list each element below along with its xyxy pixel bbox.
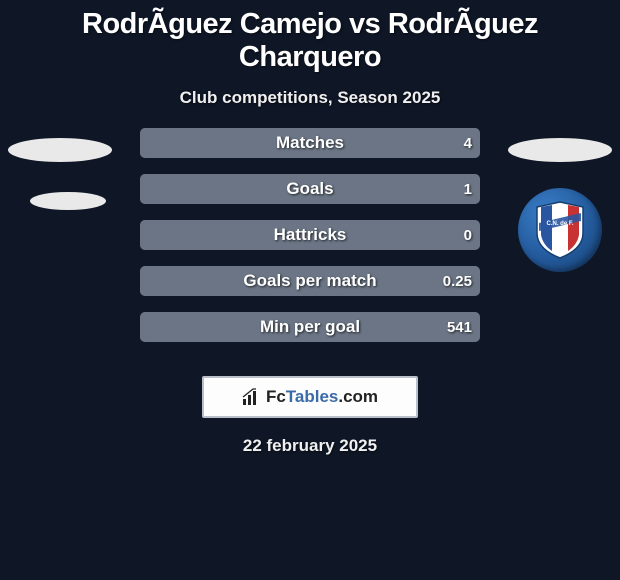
player-left-photo-placeholder-1 (8, 138, 112, 162)
page-title: RodrÃ­guez Camejo vs RodrÃ­guez Charquer… (0, 8, 620, 88)
stat-label: Matches (140, 128, 480, 158)
logo-part-fc: Fc (266, 387, 286, 406)
player-left-photo-placeholder-2 (30, 192, 106, 210)
logo-part-tables: Tables (286, 387, 339, 406)
club-badge-shield: C.N. de F. (535, 201, 585, 259)
chart-icon (242, 388, 262, 406)
stat-bar: Hattricks0 (140, 220, 480, 250)
stat-bar: Min per goal541 (140, 312, 480, 342)
player-right-photo-placeholder (508, 138, 612, 162)
stat-value-right: 1 (464, 174, 472, 204)
fctables-logo[interactable]: FcTables.com (202, 376, 418, 418)
stat-label: Hattricks (140, 220, 480, 250)
stat-bar: Matches4 (140, 128, 480, 158)
date-text: 22 february 2025 (0, 436, 620, 456)
stat-label: Min per goal (140, 312, 480, 342)
stats-area: C.N. de F. Matches4 Goals1 Hattricks0 Goals… (0, 128, 620, 370)
subtitle: Club competitions, Season 2025 (0, 88, 620, 128)
club-badge-right: C.N. de F. (518, 188, 602, 272)
stat-label: Goals per match (140, 266, 480, 296)
stat-value-right: 541 (447, 312, 472, 342)
club-badge-ring: C.N. de F. (518, 188, 602, 272)
stat-bar: Goals1 (140, 174, 480, 204)
stat-bar: Goals per match0.25 (140, 266, 480, 296)
stat-label: Goals (140, 174, 480, 204)
stat-bars: Matches4Goals1Hattricks0Goals per match0… (140, 128, 480, 342)
comparison-card: RodrÃ­guez Camejo vs RodrÃ­guez Charquer… (0, 0, 620, 456)
svg-text:C.N. de F.: C.N. de F. (546, 221, 573, 227)
logo-part-com: .com (338, 387, 378, 406)
stat-value-right: 0 (464, 220, 472, 250)
stat-value-right: 4 (464, 128, 472, 158)
shield-icon: C.N. de F. (535, 201, 585, 259)
stat-value-right: 0.25 (443, 266, 472, 296)
